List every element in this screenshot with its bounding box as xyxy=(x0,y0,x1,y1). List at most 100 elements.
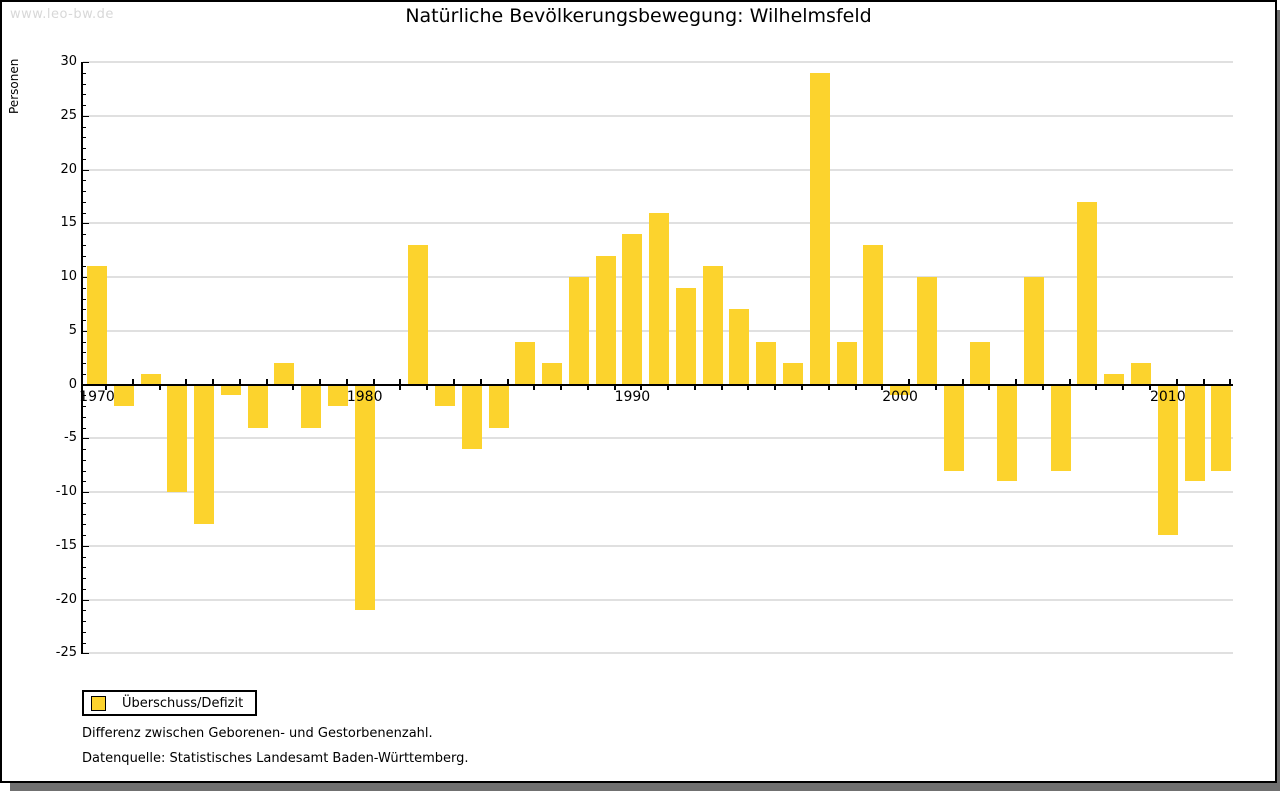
bar xyxy=(863,244,884,385)
bar xyxy=(220,384,241,396)
bar xyxy=(1077,201,1098,385)
gridline xyxy=(83,61,1233,63)
y-minor-tick xyxy=(83,266,86,268)
bar xyxy=(87,266,107,385)
bar xyxy=(943,384,964,471)
y-tick-label: 20 xyxy=(60,161,77,177)
bar xyxy=(435,384,455,406)
y-minor-tick xyxy=(83,631,86,633)
bar xyxy=(997,384,1018,482)
bar xyxy=(595,255,616,385)
y-minor-tick xyxy=(83,148,86,149)
bar xyxy=(1184,384,1205,482)
y-minor-tick xyxy=(83,244,86,246)
y-minor-tick xyxy=(83,72,86,74)
bar xyxy=(247,384,268,428)
bar xyxy=(327,384,348,406)
legend-swatch-icon xyxy=(91,695,106,711)
y-minor-tick xyxy=(83,642,86,644)
bar xyxy=(916,277,937,385)
y-major-tick xyxy=(83,653,89,655)
bar xyxy=(354,384,375,611)
y-major-tick xyxy=(83,169,89,171)
x-tick-label: 2010 xyxy=(1149,388,1186,405)
bar xyxy=(809,72,830,385)
y-minor-tick xyxy=(83,255,86,257)
y-tick-label: 0 xyxy=(68,376,77,392)
y-major-tick xyxy=(83,492,89,493)
y-minor-tick xyxy=(83,406,86,407)
bar xyxy=(622,234,643,385)
y-minor-tick xyxy=(83,416,86,418)
y-tick-label: 10 xyxy=(60,269,77,284)
y-minor-tick xyxy=(83,94,86,96)
y-minor-tick xyxy=(83,137,86,139)
bar xyxy=(1211,384,1232,471)
y-minor-tick xyxy=(83,449,86,450)
y-major-tick xyxy=(83,62,89,63)
frame-shadow-bottom xyxy=(10,783,1280,791)
bar xyxy=(140,373,161,385)
y-minor-tick xyxy=(83,567,86,569)
bar xyxy=(408,244,429,385)
y-major-tick xyxy=(83,545,89,547)
y-minor-tick xyxy=(83,470,86,472)
bar xyxy=(836,341,857,385)
y-minor-tick xyxy=(83,481,86,483)
y-minor-tick xyxy=(83,212,86,214)
bar xyxy=(649,212,670,385)
bar xyxy=(970,341,991,385)
y-tick-label: -15 xyxy=(55,537,77,553)
y-major-tick xyxy=(83,330,89,332)
y-minor-tick xyxy=(83,126,86,128)
gridline xyxy=(83,544,1233,547)
y-minor-tick xyxy=(83,621,86,622)
bar xyxy=(167,384,188,492)
x-axis-line xyxy=(81,383,1233,386)
y-minor-tick xyxy=(83,610,86,612)
y-tick-label: 15 xyxy=(60,215,77,231)
y-minor-tick xyxy=(83,363,86,364)
y-minor-tick xyxy=(83,513,86,515)
bar xyxy=(542,363,563,385)
note-source: Datenquelle: Statistisches Landesamt Bad… xyxy=(82,751,469,766)
y-minor-tick xyxy=(83,502,86,504)
legend-box: Überschuss/Defizit xyxy=(82,690,258,716)
watermark-text: www.leo-bw.de xyxy=(10,7,114,22)
y-minor-tick xyxy=(83,373,86,375)
bar xyxy=(675,287,696,385)
bar xyxy=(729,309,750,385)
bar xyxy=(1023,277,1044,385)
bar xyxy=(702,266,723,385)
bar xyxy=(1157,384,1178,535)
y-major-tick xyxy=(83,115,89,117)
x-tick-label: 1980 xyxy=(346,388,383,405)
x-tick-label: 2000 xyxy=(882,388,918,405)
gridline xyxy=(83,114,1233,117)
y-minor-tick xyxy=(83,298,86,300)
y-minor-tick xyxy=(83,427,86,429)
gridline xyxy=(83,598,1233,601)
y-tick-label: -25 xyxy=(55,645,77,661)
y-minor-tick xyxy=(83,556,86,558)
gridline xyxy=(83,437,1233,440)
y-minor-tick xyxy=(83,578,86,579)
y-tick-label: -20 xyxy=(55,591,77,607)
bar xyxy=(568,277,589,385)
y-tick-label: 5 xyxy=(68,322,77,338)
y-tick-label: 30 xyxy=(60,54,77,69)
plot-area: -25 -20 -15 -10 -5 0 5 10 15 20 25 30 1970 1980 1990 20… xyxy=(2,2,1275,682)
bar xyxy=(488,384,509,428)
y-axis-line xyxy=(81,62,83,655)
bar xyxy=(1104,373,1125,385)
y-major-tick xyxy=(83,277,89,278)
note-difference: Differenz zwischen Geborenen- und Gestor… xyxy=(82,726,433,741)
bar xyxy=(274,363,295,385)
y-major-tick xyxy=(83,438,89,440)
chart-title: Natürliche Bevölkerungsbewegung: Wilhelm… xyxy=(405,5,872,27)
y-minor-tick xyxy=(83,341,86,343)
y-minor-tick xyxy=(83,201,86,203)
y-minor-tick xyxy=(83,180,86,182)
y-minor-tick xyxy=(83,83,86,85)
y-minor-tick xyxy=(83,524,86,526)
